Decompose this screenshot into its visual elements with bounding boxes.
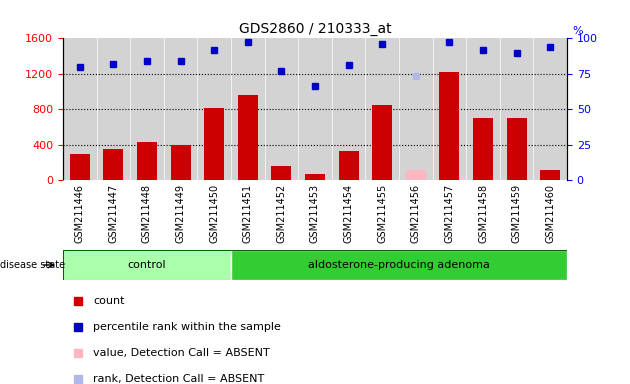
Text: value, Detection Call = ABSENT: value, Detection Call = ABSENT — [93, 348, 270, 358]
Text: GSM211448: GSM211448 — [142, 184, 152, 243]
Bar — [238, 95, 258, 180]
Bar — [231, 250, 567, 280]
Bar — [171, 145, 191, 180]
Text: percentile rank within the sample: percentile rank within the sample — [93, 322, 281, 332]
Text: rank, Detection Call = ABSENT: rank, Detection Call = ABSENT — [93, 374, 265, 384]
Text: control: control — [128, 260, 166, 270]
Bar — [372, 105, 392, 180]
Text: GSM211449: GSM211449 — [176, 184, 186, 243]
Text: GSM211460: GSM211460 — [545, 184, 555, 243]
Bar — [103, 149, 123, 180]
Title: GDS2860 / 210333_at: GDS2860 / 210333_at — [239, 22, 391, 36]
Text: GSM211452: GSM211452 — [277, 184, 287, 243]
Text: GSM211459: GSM211459 — [512, 184, 522, 243]
Bar — [63, 250, 231, 280]
Bar — [272, 166, 292, 180]
Bar — [439, 72, 459, 180]
Text: GSM211458: GSM211458 — [478, 184, 488, 243]
Bar — [540, 170, 560, 180]
Text: GSM211455: GSM211455 — [377, 184, 387, 243]
Text: count: count — [93, 296, 125, 306]
Text: GSM211454: GSM211454 — [343, 184, 353, 243]
Text: GSM211457: GSM211457 — [444, 184, 454, 243]
Bar — [70, 154, 90, 180]
Text: GSM211453: GSM211453 — [310, 184, 320, 243]
Bar — [406, 170, 426, 180]
Text: %: % — [572, 26, 583, 36]
Bar — [473, 118, 493, 180]
Bar — [204, 108, 224, 180]
Text: GSM211446: GSM211446 — [75, 184, 85, 243]
Text: GSM211450: GSM211450 — [209, 184, 219, 243]
Bar — [507, 118, 527, 180]
Text: GSM211456: GSM211456 — [411, 184, 421, 243]
Text: aldosterone-producing adenoma: aldosterone-producing adenoma — [308, 260, 490, 270]
Text: GSM211447: GSM211447 — [108, 184, 118, 243]
Bar — [137, 142, 157, 180]
Bar — [305, 174, 325, 180]
Text: disease state: disease state — [0, 260, 65, 270]
Text: GSM211451: GSM211451 — [243, 184, 253, 243]
Bar — [338, 151, 358, 180]
